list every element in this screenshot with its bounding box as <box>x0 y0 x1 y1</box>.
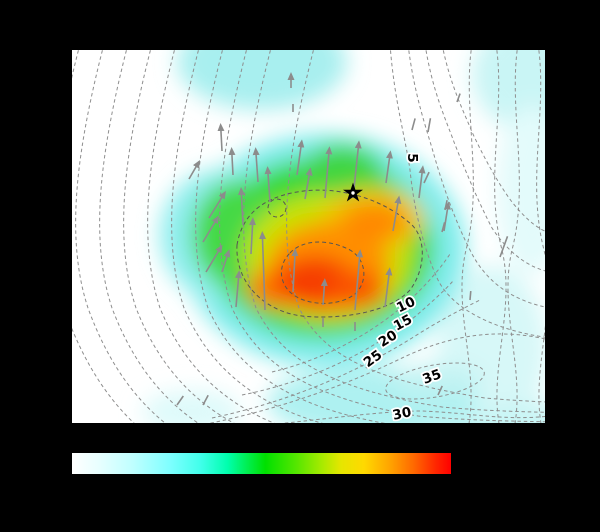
vector-arrow <box>259 231 267 311</box>
vector-tick <box>437 385 443 396</box>
vector-tick <box>444 200 448 211</box>
vector-arrow <box>235 270 243 308</box>
vector-arrow <box>385 150 393 184</box>
vector-arrow <box>249 217 257 255</box>
vector-arrow <box>252 147 260 183</box>
vector-field-layer <box>176 72 509 406</box>
contour-label: 5 <box>404 153 420 162</box>
vector-arrow <box>320 278 328 306</box>
vector-tick <box>176 395 184 406</box>
star-marker-center <box>351 191 355 195</box>
vector-arrow <box>221 249 231 273</box>
vector-arrow <box>324 146 333 199</box>
vector-arrow <box>384 267 393 308</box>
vector-tick <box>456 93 461 103</box>
colorbar-gradient <box>72 453 451 474</box>
inner-contour-layer <box>236 189 423 318</box>
vector-arrow <box>205 244 223 273</box>
vector-tick <box>202 394 209 406</box>
vector-arrow <box>202 215 219 243</box>
vector-arrow <box>296 139 305 176</box>
contour-layer <box>72 50 545 423</box>
contour-label: 30 <box>391 404 413 423</box>
vector-arrow <box>264 166 272 203</box>
vector-arrow <box>217 123 225 152</box>
vector-arrow <box>354 249 364 311</box>
vector-arrow <box>188 159 200 180</box>
vector-tick <box>469 290 472 301</box>
colorbar <box>72 453 451 474</box>
vector-arrow <box>237 187 245 226</box>
vector-arrow <box>291 248 299 293</box>
vector-tick <box>423 171 430 184</box>
vector-tick <box>427 118 432 133</box>
heatmap-layer <box>142 50 545 423</box>
vector-arrow <box>418 165 426 199</box>
vector-tick <box>411 118 416 131</box>
vector-arrow <box>443 201 451 232</box>
vector-tick <box>441 222 446 233</box>
vector-arrow <box>304 167 313 200</box>
map-plot-area: 5 10 15 20 25 35 30 <box>72 50 545 423</box>
vector-arrow <box>228 147 236 176</box>
vector-arrow <box>208 190 226 219</box>
vector-tick <box>499 236 509 258</box>
vector-arrow <box>392 195 402 232</box>
